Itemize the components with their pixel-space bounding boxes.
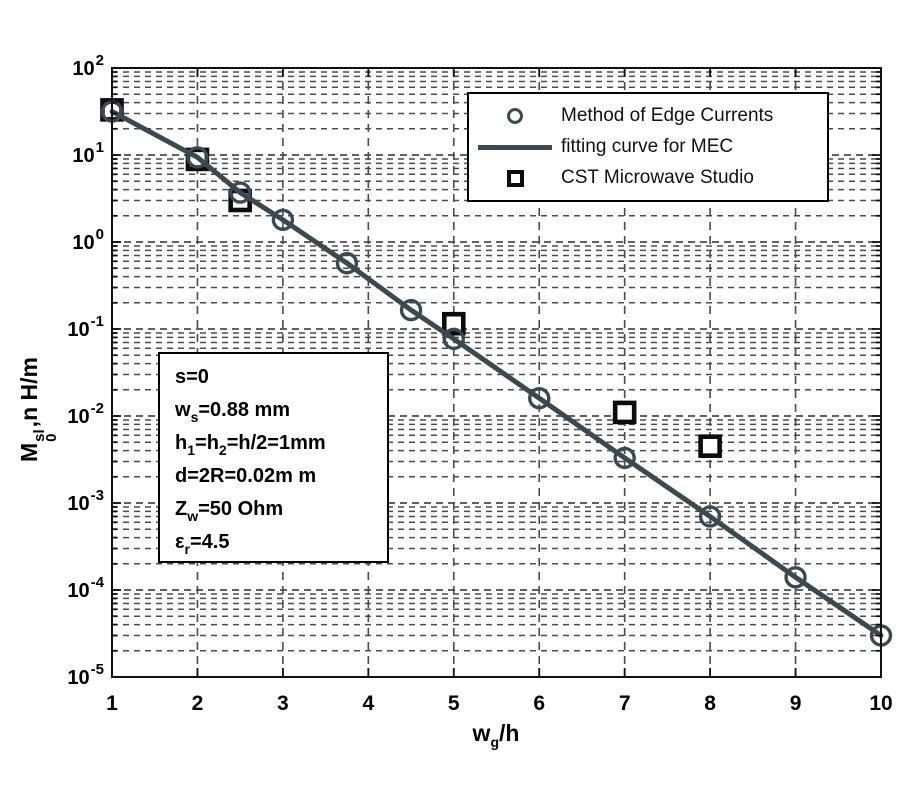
annotation-line: ws=0.88 mm	[175, 394, 387, 427]
x-tick-label: 2	[192, 692, 204, 715]
annotation-line: Zw=50 Ohm	[175, 493, 387, 526]
y-tick-label: 10-4	[67, 574, 104, 602]
x-tick-labels: 1 2 3 4 5 6 7 8 9 10	[106, 692, 893, 715]
x-tick-label: 6	[533, 692, 545, 715]
annotation-line: d=2R=0.02m m	[175, 460, 387, 493]
x-tick-label: 9	[790, 692, 802, 715]
legend-entry-circle: Method of Edge Currents	[469, 105, 827, 127]
y-tick-label: 10-2	[67, 400, 104, 428]
text-run: s=0	[175, 366, 209, 388]
text-run: /h	[499, 720, 520, 746]
plot-border-and-ticks	[111, 67, 882, 678]
x-tick-label: 5	[448, 692, 460, 715]
stacked-sup-sub: sl 0	[31, 429, 60, 442]
legend-entry-square: CST Microwave Studio	[469, 167, 827, 189]
y-tick-label: 102	[72, 52, 104, 80]
legend: Method of Edge Currents fitting curve for…	[467, 92, 829, 202]
annotation-line: h1=h2=h/2=1mm	[175, 427, 387, 460]
line-marker-icon	[478, 144, 552, 150]
annotation-line: s=0	[175, 361, 387, 394]
subscript: w	[187, 508, 199, 524]
x-tick-label: 10	[869, 692, 892, 715]
legend-marker-cell	[469, 144, 561, 150]
text-run: h	[175, 432, 188, 454]
square-marker-icon	[506, 169, 524, 187]
mec-circle-markers	[100, 100, 893, 647]
annotation-line: εr=4.5	[175, 526, 387, 559]
x-tick-label: 8	[704, 692, 716, 715]
x-tick-label: 7	[619, 692, 631, 715]
y-tick-label: 10-1	[67, 313, 104, 341]
x-tick-label: 4	[362, 692, 374, 715]
y-tick-label: 10-3	[67, 487, 104, 515]
subscript: g	[490, 734, 499, 750]
text-run: =h/2=1mm	[226, 432, 326, 454]
text-run: M	[16, 442, 42, 462]
text-run: =0.88 mm	[198, 399, 291, 421]
x-axis-label: wg/h	[472, 720, 520, 750]
x-tick-label: 3	[277, 692, 289, 715]
subscript: s	[190, 409, 199, 425]
y-tick-label: 101	[72, 139, 104, 167]
text-run: d=2R=0.02m m	[175, 465, 317, 487]
parameter-annotation-box: s=0 ws=0.88 mm h1=h2=h/2=1mm d=2R=0.02m m Zw…	[158, 352, 389, 563]
circle-marker-icon	[507, 108, 523, 124]
text-run: Z	[175, 498, 188, 520]
subscript: 2	[218, 442, 227, 458]
text-run: =50 Ohm	[198, 498, 284, 520]
legend-marker-cell	[469, 108, 561, 124]
y-tick-label: 100	[72, 226, 104, 254]
text-run: =h	[195, 432, 219, 454]
y-tick-label: 10-5	[67, 661, 104, 689]
legend-entry-label: CST Microwave Studio	[561, 167, 754, 188]
text-run: =4.5	[189, 531, 230, 553]
text-run: ε	[175, 531, 185, 553]
subscript: 0	[43, 433, 60, 442]
legend-entry-label: fitting curve for MEC	[561, 136, 734, 157]
x-tick-label: 1	[106, 692, 118, 715]
legend-entry-label: Method of Edge Currents	[561, 105, 774, 126]
text-run: w	[472, 720, 491, 746]
y-tick-labels: 102 101 100 10-1 10-2 10-3 10-4 10-5	[67, 52, 104, 689]
text-run: ,n H/m	[16, 357, 42, 428]
subscript: r	[184, 541, 190, 557]
legend-entry-line: fitting curve for MEC	[469, 136, 827, 158]
text-run: w	[175, 399, 191, 421]
subscript: 1	[187, 442, 196, 458]
legend-marker-cell	[469, 169, 561, 187]
